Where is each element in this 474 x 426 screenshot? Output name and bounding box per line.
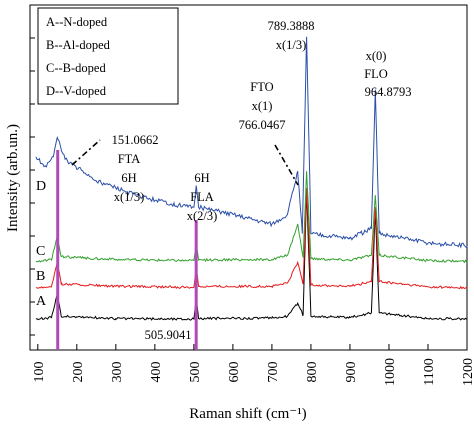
- series-label-a: A: [36, 294, 47, 309]
- fla-label: FLA: [190, 190, 214, 204]
- series-line-c: [35, 171, 468, 264]
- fla-value: 505.9041: [145, 328, 192, 342]
- series-label-d: D: [36, 179, 46, 194]
- fta-pointer: [71, 139, 101, 166]
- x-tick-label: 700: [266, 362, 281, 383]
- x-tick-label: 100: [32, 362, 47, 383]
- series-line-a: [35, 190, 468, 321]
- legend-item-a: A--N-doped: [46, 15, 108, 29]
- fta-factor: x(1/3): [114, 190, 145, 204]
- fto-value: 766.0467: [239, 118, 286, 132]
- fla-6h: 6H: [194, 171, 209, 185]
- y-axis-title: Intensity (arb.un.): [5, 124, 21, 232]
- x-tick-label: 400: [149, 362, 164, 383]
- x-tick-label: 900: [344, 362, 359, 383]
- legend-item-c: C--B-doped: [46, 61, 106, 75]
- flo-value: 964.8793: [365, 85, 412, 99]
- series-label-b: B: [36, 269, 45, 284]
- x-tick-label: 1200: [461, 358, 474, 386]
- flo-label: FLO: [364, 67, 388, 81]
- legend-box: [37, 7, 179, 105]
- fto-pointer: [274, 144, 299, 186]
- fla-factor: x(2/3): [187, 209, 218, 223]
- x-tick-label: 1100: [422, 358, 437, 385]
- spectra: [35, 36, 468, 321]
- plot-frame: [29, 4, 468, 351]
- flo-factor: x(0): [366, 49, 387, 63]
- series-label-c: C: [36, 244, 45, 259]
- fto-label: FTO: [250, 80, 273, 94]
- x-tick-label: 300: [110, 362, 125, 383]
- x-tick-label: 600: [227, 362, 242, 383]
- fta-label: FTA: [118, 152, 141, 166]
- fta-value: 151.0662: [112, 133, 159, 147]
- fto-factor: x(1): [252, 99, 273, 113]
- x-ticks: 100 200 300 400 500 600 700 800 900 1000 1100 1200: [30, 37, 474, 386]
- legend-item-d: D--V-doped: [46, 84, 107, 98]
- x-tick-label: 500: [188, 362, 203, 383]
- x-tick-label: 200: [71, 362, 86, 383]
- marker-lines: [56, 150, 198, 350]
- fta-6h: 6H: [121, 171, 136, 185]
- x-tick-label: 800: [305, 362, 320, 383]
- series-line-d: [35, 36, 468, 249]
- series-line-b: [35, 187, 468, 290]
- x-tick-label: 1000: [383, 358, 398, 386]
- x-axis-title: Raman shift (cm⁻¹): [189, 406, 306, 422]
- peak-factor: x(1/3): [276, 38, 307, 52]
- peak-value: 789.3888: [268, 19, 315, 33]
- legend-item-b: B--Al-doped: [46, 38, 111, 52]
